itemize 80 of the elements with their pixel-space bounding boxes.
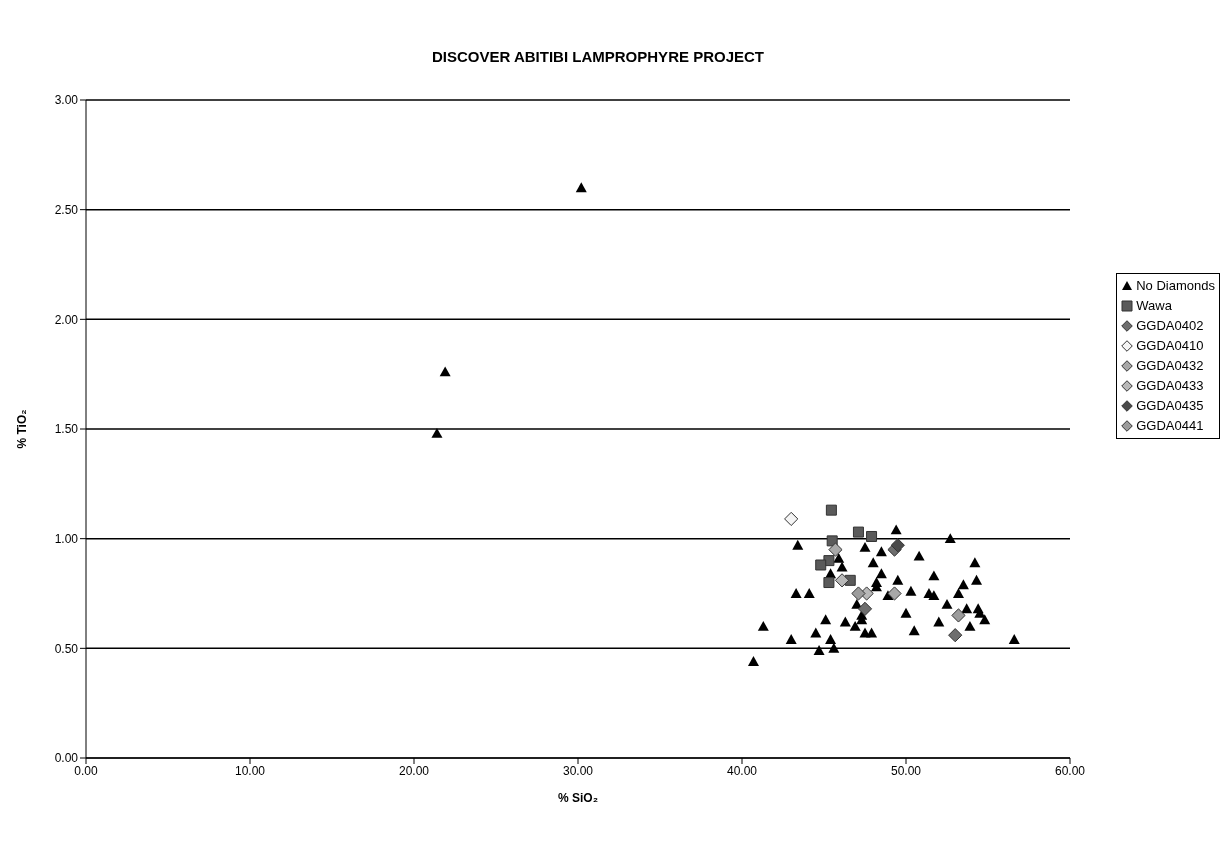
legend-label: GGDA0433 bbox=[1136, 377, 1204, 395]
point bbox=[1008, 634, 1020, 644]
point bbox=[747, 655, 759, 666]
y-tick-label: 2.50 bbox=[54, 202, 79, 217]
point bbox=[913, 550, 925, 561]
point bbox=[790, 588, 802, 598]
point bbox=[852, 526, 864, 538]
point bbox=[952, 588, 964, 598]
point bbox=[928, 590, 940, 601]
y-tick-label: 1.00 bbox=[54, 531, 79, 546]
point bbox=[792, 539, 804, 550]
y-tick-label: 2.00 bbox=[54, 312, 79, 327]
x-tick-label: 0.00 bbox=[74, 763, 98, 778]
point bbox=[849, 620, 861, 631]
x-tick-label: 50.00 bbox=[890, 763, 922, 778]
point bbox=[820, 614, 832, 625]
point bbox=[908, 625, 920, 636]
point bbox=[948, 628, 963, 643]
legend-label: GGDA0410 bbox=[1136, 337, 1204, 355]
legend-label: GGDA0432 bbox=[1136, 357, 1204, 375]
point bbox=[833, 552, 845, 563]
y-axis-title: % TiO₂ bbox=[15, 409, 30, 449]
legend-label: GGDA0441 bbox=[1136, 417, 1204, 435]
legend-label: GGDA0435 bbox=[1136, 397, 1204, 415]
x-axis-title: % SiO₂ bbox=[557, 791, 599, 805]
x-tick-label: 10.00 bbox=[234, 763, 266, 778]
point bbox=[900, 607, 912, 618]
point bbox=[834, 573, 850, 588]
point bbox=[928, 570, 940, 581]
y-tick-label: 0.00 bbox=[54, 751, 79, 766]
y-tick-label: 0.50 bbox=[54, 641, 79, 656]
point bbox=[431, 427, 443, 438]
point bbox=[892, 574, 904, 585]
point bbox=[971, 574, 983, 585]
point bbox=[890, 538, 905, 553]
point bbox=[813, 645, 825, 655]
point bbox=[825, 634, 837, 644]
point bbox=[905, 585, 917, 596]
point bbox=[851, 586, 866, 601]
legend-label: No Diamonds bbox=[1136, 277, 1215, 295]
point bbox=[757, 620, 769, 631]
legend-label: GGDA0402 bbox=[1136, 317, 1204, 335]
point bbox=[828, 542, 843, 557]
point bbox=[890, 524, 902, 535]
y-tick-label: 3.00 bbox=[54, 93, 79, 108]
point bbox=[961, 603, 973, 614]
x-tick-label: 60.00 bbox=[1054, 763, 1086, 778]
point bbox=[823, 577, 835, 589]
point bbox=[575, 182, 587, 193]
x-tick-label: 20.00 bbox=[398, 763, 430, 778]
point bbox=[944, 533, 956, 544]
y-tick-label: 1.50 bbox=[54, 422, 79, 437]
point bbox=[866, 627, 878, 638]
point bbox=[825, 504, 837, 516]
point bbox=[941, 598, 953, 609]
point bbox=[839, 616, 851, 627]
point bbox=[957, 579, 969, 590]
point bbox=[859, 541, 871, 552]
chart-title: DISCOVER ABITIBI LAMPROPHYRE PROJECT bbox=[431, 48, 765, 65]
point bbox=[815, 559, 827, 571]
point bbox=[836, 561, 848, 572]
point bbox=[964, 620, 976, 631]
point bbox=[439, 366, 451, 377]
point bbox=[857, 601, 873, 616]
point bbox=[784, 511, 799, 527]
point bbox=[951, 608, 966, 623]
x-tick-label: 30.00 bbox=[562, 763, 594, 778]
point bbox=[803, 588, 815, 598]
point bbox=[969, 557, 981, 568]
point bbox=[867, 557, 879, 568]
point bbox=[875, 546, 887, 557]
point bbox=[887, 586, 902, 601]
point bbox=[979, 614, 991, 625]
point bbox=[933, 616, 945, 627]
legend-label: Wawa bbox=[1136, 297, 1172, 315]
point bbox=[785, 634, 797, 644]
point bbox=[810, 627, 822, 638]
point bbox=[866, 530, 878, 542]
x-tick-label: 40.00 bbox=[726, 763, 758, 778]
point bbox=[875, 568, 887, 579]
